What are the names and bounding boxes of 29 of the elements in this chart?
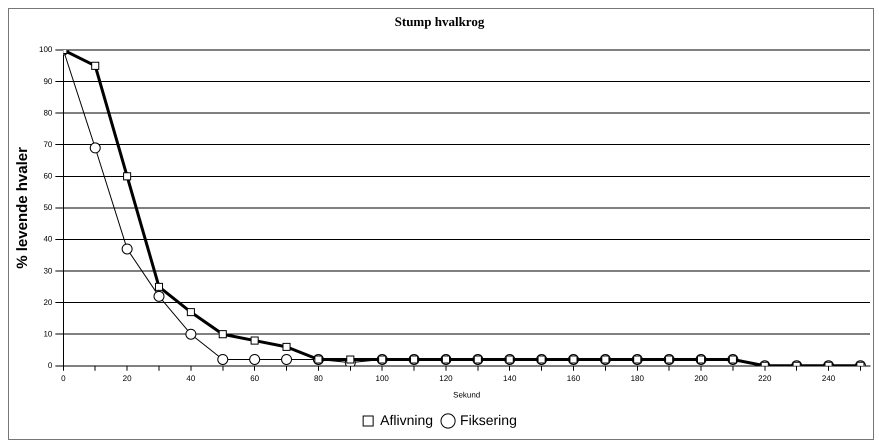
y-tick-label: 10: [43, 329, 53, 338]
y-tick-label: 100: [38, 45, 53, 54]
y-tick-label: 80: [43, 108, 53, 118]
y-tick-label: 90: [43, 76, 53, 86]
y-tick-label: 30: [43, 266, 53, 276]
x-tick-label: 0: [61, 374, 66, 383]
x-tick-label: 60: [250, 374, 260, 383]
y-tick-label: 60: [43, 172, 53, 181]
x-tick-label: 200: [694, 374, 708, 383]
x-tick-label: 20: [122, 374, 132, 383]
legend-label: Aflivning: [380, 412, 434, 428]
x-tick-label: 140: [503, 374, 517, 383]
x-tick-label: 80: [314, 374, 324, 383]
x-tick-label: 220: [758, 374, 772, 383]
y-tick-label: 20: [43, 298, 53, 307]
x-tick-label: 100: [376, 374, 390, 383]
x-tick-label: 40: [186, 374, 196, 383]
x-axis-title: Sekund: [453, 390, 480, 400]
y-axis-title: % levende hvaler: [14, 146, 32, 269]
x-tick-label: 240: [822, 374, 836, 383]
y-tick-label: 70: [43, 140, 53, 149]
chart-title: Stump hvalkrog: [394, 14, 486, 30]
legend-label: Fiksering: [460, 412, 517, 428]
y-tick-label: 40: [43, 234, 53, 244]
x-tick-label: 180: [630, 374, 644, 383]
y-tick-label: 50: [43, 203, 53, 212]
y-tick-label: 0: [48, 361, 53, 370]
x-tick-label: 120: [439, 374, 454, 383]
x-tick-label: 160: [566, 374, 581, 383]
